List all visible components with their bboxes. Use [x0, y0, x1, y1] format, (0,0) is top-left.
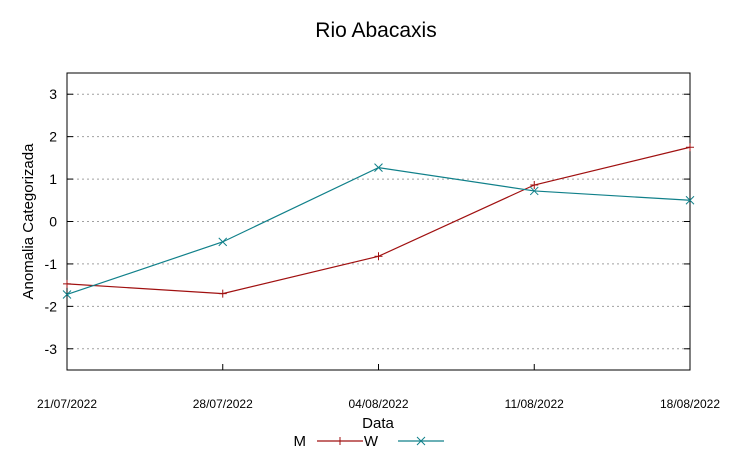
- data-point: [374, 163, 383, 172]
- series-m: [63, 143, 694, 298]
- grid: [67, 93, 690, 350]
- y-axis: 3 2 1 0 -1 -2 -3: [45, 86, 690, 357]
- x-axis-label: Data: [362, 415, 394, 432]
- point-marker: [374, 163, 383, 172]
- y-tick-label: 1: [49, 171, 57, 187]
- y-tick-label: 0: [49, 214, 57, 230]
- x-tick-label: 21/07/2022: [37, 397, 97, 411]
- x-tick-label: 11/08/2022: [505, 397, 564, 411]
- data-point: [374, 252, 383, 261]
- data-point: [63, 279, 71, 288]
- y-tick-label: -2: [45, 298, 58, 314]
- data-point: [529, 186, 539, 196]
- y-tick-label: -1: [45, 256, 58, 272]
- x-tick-label: 28/07/2022: [193, 397, 253, 411]
- data-point: [685, 195, 695, 205]
- legend-label: W: [364, 433, 379, 450]
- point-marker: [218, 237, 228, 247]
- y-tick-label: -3: [45, 341, 58, 357]
- y-axis-label: Anomalia Categorizada: [20, 143, 37, 300]
- point-marker: [529, 186, 539, 196]
- legend-marker: [336, 437, 344, 445]
- x-tick-label: 18/08/2022: [660, 397, 720, 411]
- legend-marker: [416, 436, 426, 446]
- data-point: [218, 237, 228, 247]
- legend-label: M: [294, 433, 307, 450]
- series-line: [66, 146, 691, 295]
- y-tick-label: 2: [49, 129, 57, 145]
- series-w: [62, 163, 695, 299]
- data-point: [686, 143, 694, 152]
- legend-marker-stroke: [416, 436, 426, 446]
- chart-title: Rio Abacaxis: [315, 19, 436, 42]
- series-line: [66, 166, 691, 296]
- series-layer: [62, 143, 695, 299]
- point-marker: [685, 195, 695, 205]
- data-point: [62, 290, 72, 299]
- point-marker: [62, 290, 72, 299]
- x-tick-label: 04/08/2022: [348, 397, 408, 411]
- y-tick-label: 3: [49, 86, 57, 102]
- data-point: [530, 181, 539, 190]
- x-axis: 21/07/2022 28/07/2022 04/08/2022 11/08/2022…: [37, 364, 720, 411]
- data-point: [218, 289, 227, 298]
